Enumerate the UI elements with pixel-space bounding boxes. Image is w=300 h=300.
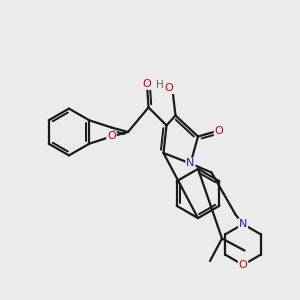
Text: O: O [107, 131, 116, 142]
Text: N: N [239, 219, 247, 229]
Text: H: H [156, 80, 164, 90]
Text: O: O [214, 125, 224, 136]
Text: O: O [238, 260, 247, 270]
Text: N: N [186, 158, 195, 169]
Text: O: O [142, 79, 152, 89]
Text: O: O [164, 83, 173, 93]
